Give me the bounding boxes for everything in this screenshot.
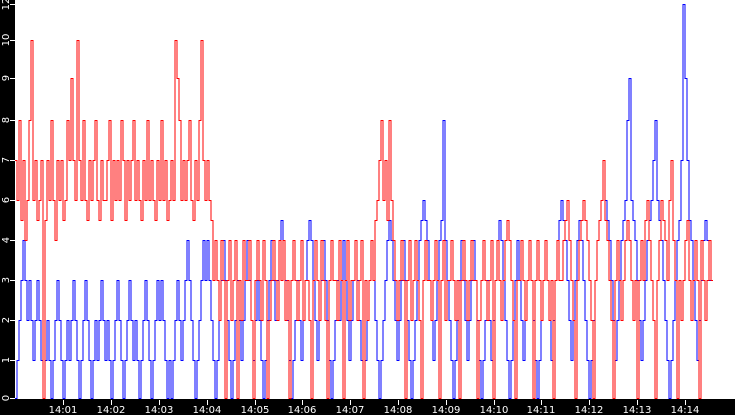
y-tick-label: 4 — [1, 237, 12, 243]
x-tick-label: 14:01 — [49, 405, 78, 415]
x-tick-label: 14:09 — [432, 405, 461, 415]
x-tick-label: 14:02 — [97, 405, 126, 415]
x-tick-label: 14:05 — [241, 405, 270, 415]
x-tick-label: 14:10 — [480, 405, 509, 415]
y-tick-label: 9 — [1, 75, 12, 81]
x-tick-label: 14:03 — [145, 405, 174, 415]
y-tick-label: 8 — [1, 117, 12, 123]
x-tick-label: 14:13 — [623, 405, 652, 415]
x-axis: 14:01 14:02 14:03 14:04 14:05 14:06 14:07 14:08… — [49, 400, 700, 415]
x-tick-label: 14:06 — [288, 405, 317, 415]
y-tick-label: 3 — [1, 277, 12, 283]
x-tick-label: 14:08 — [384, 405, 413, 415]
x-tick-label: 14:12 — [575, 405, 604, 415]
x-tick-label: 14:11 — [527, 405, 556, 415]
y-tick-label: 0 — [1, 395, 12, 401]
x-tick-label: 14:07 — [336, 405, 365, 415]
x-tick-label: 14:04 — [193, 405, 222, 415]
series-red-line — [15, 40, 713, 399]
y-tick-label: 2 — [1, 317, 12, 323]
x-tick-label: 14:14 — [671, 405, 700, 415]
y-tick-label: 6 — [1, 197, 12, 203]
y-tick-label: 7 — [1, 157, 12, 163]
series-layer — [15, 4, 713, 399]
y-tick-label: 12 — [1, 0, 12, 10]
y-tick-label: 1 — [1, 357, 12, 363]
y-tick-label: 10 — [1, 34, 12, 47]
